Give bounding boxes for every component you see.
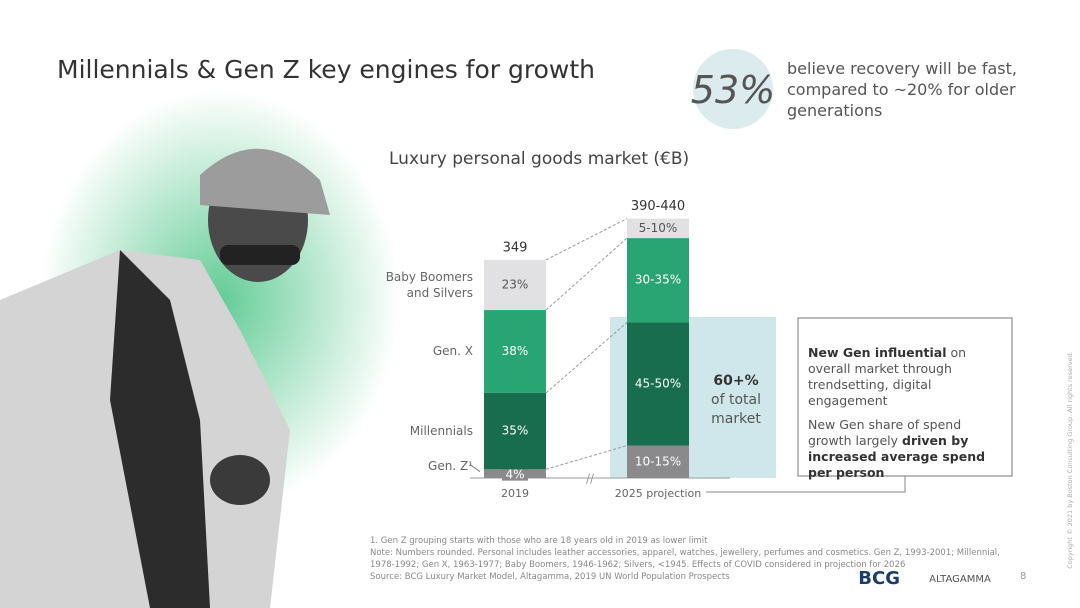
page-number: 8 xyxy=(1020,571,1026,582)
legend-pointer xyxy=(469,464,481,473)
logo-altagamma: ALTAGAMMA xyxy=(929,574,991,585)
data-label: 5-10% xyxy=(639,221,678,235)
data-label: 45-50% xyxy=(635,376,681,390)
text-run: New Gen share of spend growth largely xyxy=(808,417,962,448)
callout-p2: New Gen share of spend growth largely dr… xyxy=(808,417,1004,481)
callout: New Gen influential on overall market th… xyxy=(808,345,1004,481)
connector xyxy=(706,476,906,493)
data-label: 30-35% xyxy=(635,273,681,287)
data-label: 38% xyxy=(502,344,529,358)
chart-title: Luxury personal goods market (€B) xyxy=(389,149,690,169)
axis-break: // xyxy=(586,472,595,486)
annotation-value: 60+% xyxy=(713,373,759,389)
total-label: 349 xyxy=(503,240,528,255)
legend-label: Baby Boomers and Silvers xyxy=(385,269,473,300)
legend-label: Gen. Z¹ xyxy=(428,458,473,473)
note: Note: Numbers rounded. Personal includes… xyxy=(370,548,1000,570)
annotation: 60+% of total market xyxy=(700,372,772,429)
connector-dash xyxy=(545,237,628,311)
legend-label: Millennials xyxy=(409,424,473,439)
copyright: Copyright © 2021 by Boston Consulting Gr… xyxy=(1066,351,1074,569)
bar-segment xyxy=(484,310,546,393)
annotation-text: of total market xyxy=(711,392,761,427)
stat-text: believe recovery will be fast, compared … xyxy=(787,59,1017,120)
bar-segment xyxy=(627,322,689,446)
total-label: 390-440 xyxy=(631,199,685,214)
callout-box xyxy=(797,317,1013,477)
notes: 1. Gen Z grouping starts with those who … xyxy=(370,535,1020,583)
x-tick-label: 2025 projection xyxy=(615,487,701,500)
stat-circle xyxy=(693,49,773,129)
data-label: 35% xyxy=(502,424,529,438)
data-label: 4% xyxy=(505,468,524,482)
callout-p1: New Gen influential on overall market th… xyxy=(808,345,1004,409)
connector-dash xyxy=(545,445,628,470)
bar-segment xyxy=(484,259,546,311)
x-tick-label: 2019 xyxy=(501,487,529,500)
data-label: 23% xyxy=(502,277,529,291)
connector-dash xyxy=(545,321,628,394)
bold-run: driven by increased average spend per pe… xyxy=(808,433,986,480)
bar-segment xyxy=(627,218,689,239)
footnote: 1. Gen Z grouping starts with those who … xyxy=(370,536,708,546)
data-label: 10-15% xyxy=(635,454,681,468)
title: Millennials & Gen Z key engines for grow… xyxy=(57,55,595,84)
photo xyxy=(0,148,330,608)
bar-segment xyxy=(627,445,689,478)
legend-label: Gen. X xyxy=(432,344,473,359)
logo-bcg: BCG xyxy=(858,568,900,589)
bar-segment xyxy=(627,238,689,323)
connector-dash xyxy=(545,218,628,261)
source: Source: BCG Luxury Market Model, Altagam… xyxy=(370,572,730,582)
bold-run: New Gen influential xyxy=(808,345,947,360)
stat-value: 53% xyxy=(690,68,776,112)
text-run: on overall market through trendsetting, … xyxy=(808,345,967,408)
bar-segment xyxy=(484,392,546,470)
